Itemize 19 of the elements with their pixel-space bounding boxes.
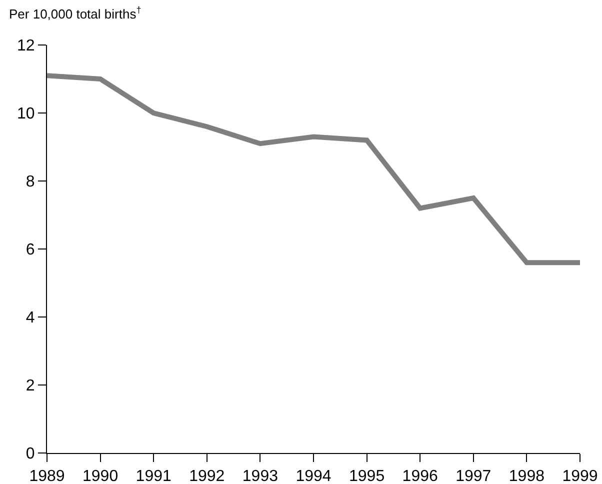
y-tick-label: 6 xyxy=(26,242,35,259)
x-tick-label: 1991 xyxy=(136,468,172,484)
x-tick-label: 1996 xyxy=(402,468,438,484)
x-tick-label: 1995 xyxy=(349,468,385,484)
x-tick-label: 1999 xyxy=(562,468,598,484)
x-tick-label: 1994 xyxy=(296,468,332,484)
x-tick-label: 1998 xyxy=(508,468,545,484)
y-tick-label: 2 xyxy=(26,378,35,395)
y-tick-label: 8 xyxy=(26,174,35,191)
y-tick-label: 0 xyxy=(26,446,35,463)
y-tick-label: 12 xyxy=(17,38,35,55)
y-tick-label: 4 xyxy=(26,310,35,327)
x-tick-label: 1997 xyxy=(456,468,492,484)
y-axis-title: Per 10,000 total births$^{†}$ xyxy=(9,5,142,22)
x-tick-label: 1993 xyxy=(242,468,278,484)
x-tick-label: 1990 xyxy=(82,468,118,484)
x-tick-label: 1989 xyxy=(29,468,65,484)
x-tick-label: 1992 xyxy=(189,468,225,484)
y-tick-label: 10 xyxy=(17,106,35,123)
